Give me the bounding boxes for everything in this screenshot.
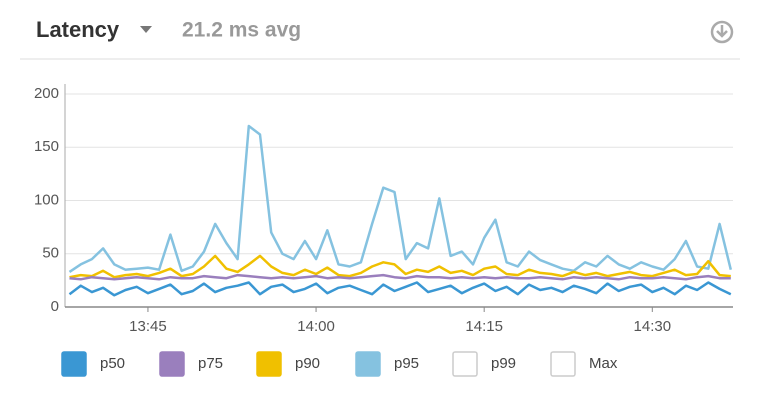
x-tick-label: 14:00 [297, 318, 335, 335]
download-icon[interactable] [710, 20, 734, 44]
legend-label[interactable]: Max [589, 355, 618, 372]
legend-label[interactable]: p90 [295, 355, 320, 372]
series-line [68, 124, 733, 273]
widget-title: Latency [36, 17, 120, 42]
x-tick-label: 14:15 [465, 318, 503, 335]
legend-label[interactable]: p75 [198, 355, 223, 372]
legend-swatch[interactable] [159, 351, 185, 377]
legend-swatch[interactable] [355, 351, 381, 377]
legend-swatch[interactable] [452, 351, 478, 377]
y-tick-label: 200 [34, 85, 59, 102]
series-line [69, 254, 731, 279]
legend-swatch[interactable] [256, 351, 282, 377]
series-line [69, 273, 731, 281]
x-tick-label: 14:30 [634, 318, 672, 335]
legend-swatch[interactable] [550, 351, 576, 377]
legend-label[interactable]: p50 [100, 355, 125, 372]
x-tick-label: 13:45 [129, 318, 167, 335]
y-tick-label: 150 [34, 138, 59, 155]
dropdown-arrow[interactable] [140, 26, 152, 33]
legend-swatch[interactable] [61, 351, 87, 377]
legend-label[interactable]: p99 [491, 355, 516, 372]
y-tick-label: 50 [42, 245, 59, 262]
y-tick-label: 100 [34, 191, 59, 208]
y-tick-label: 0 [51, 298, 59, 315]
legend-label[interactable]: p95 [394, 355, 419, 372]
series-line [68, 281, 732, 297]
avg-label: 21.2 ms avg [182, 19, 301, 42]
